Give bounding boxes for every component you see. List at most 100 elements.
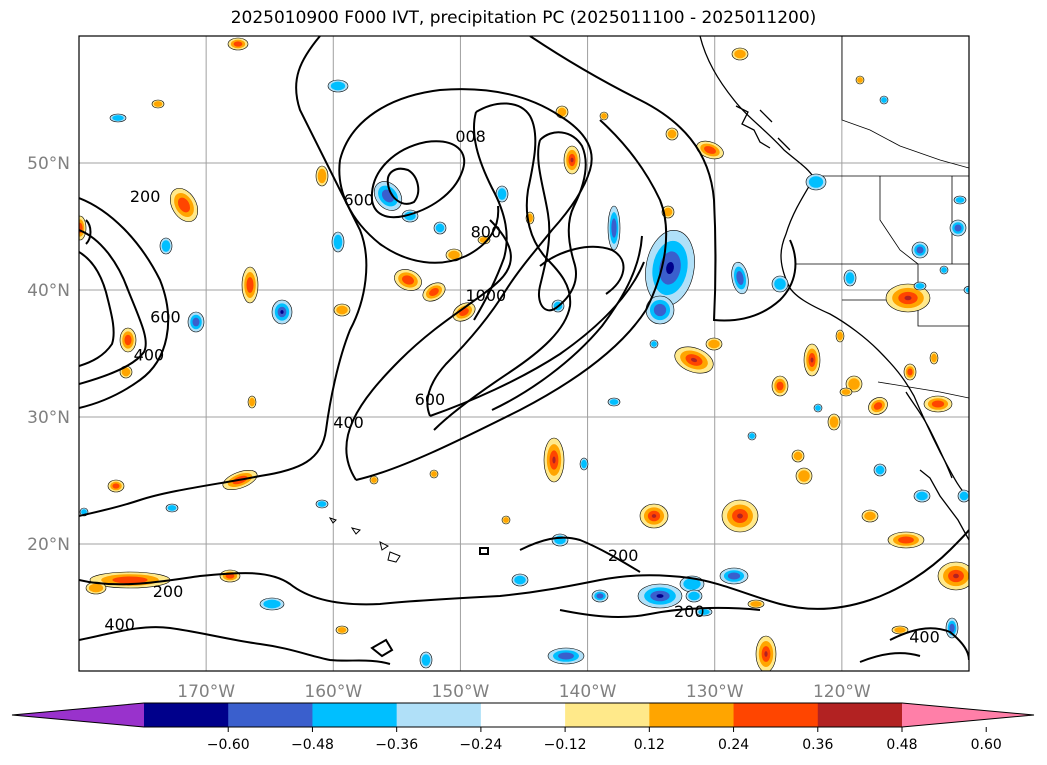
precip-positive-anomaly xyxy=(241,266,259,304)
precip-negative-anomaly xyxy=(495,185,509,203)
precip-positive-anomaly xyxy=(219,569,241,583)
colorbar-tick-label: 0.48 xyxy=(886,737,917,753)
colorbar-outline xyxy=(11,702,1035,728)
colorbar-segment xyxy=(480,703,566,727)
colorbar-segment xyxy=(312,703,398,727)
axis-tick-labels: 170°W 160°W 150°W 140°W 130°W 120°W 50°N 40°N 30… xyxy=(27,154,871,702)
colorbar-extend-min xyxy=(12,703,144,727)
colorbar-tick-label: −0.12 xyxy=(544,737,587,753)
precip-positive-anomaly xyxy=(169,187,199,223)
map-frame xyxy=(78,35,970,672)
precip-negative-anomaly xyxy=(953,195,967,205)
precip-positive-anomaly xyxy=(929,351,939,365)
country-borders xyxy=(796,36,969,399)
precip-negative-anomaly xyxy=(949,219,967,237)
lon-tick-label: 130°W xyxy=(686,682,744,702)
precip-positive-anomaly xyxy=(887,531,925,549)
precip-negative-anomaly xyxy=(637,583,683,609)
contour-label: 400 xyxy=(909,627,940,646)
lat-tick-label: 40°N xyxy=(27,281,70,301)
precip-positive-anomaly xyxy=(923,395,953,413)
precip-negative-anomaly xyxy=(327,79,349,93)
precip-positive-anomaly xyxy=(705,337,723,351)
ivt-contours xyxy=(79,36,969,665)
colorbar-extend-max xyxy=(902,703,1034,727)
precip-positive-anomaly xyxy=(795,467,813,485)
precip-negative-anomaly xyxy=(187,311,205,333)
lon-tick-label: 160°W xyxy=(304,682,362,702)
precip-negative-anomaly xyxy=(645,230,695,306)
precip-positive-anomaly xyxy=(791,449,805,463)
precip-positive-anomaly xyxy=(855,75,865,85)
precip-negative-anomaly xyxy=(805,173,827,191)
precip-negative-anomaly xyxy=(315,499,329,509)
precip-positive-anomaly xyxy=(839,387,853,397)
precip-positive-anomaly xyxy=(903,363,917,381)
precip-negative-anomaly xyxy=(165,503,179,513)
lon-tick-label: 140°W xyxy=(559,682,617,702)
precip-positive-anomaly xyxy=(227,37,249,51)
colorbar-segment xyxy=(396,703,482,727)
precip-positive-anomaly xyxy=(845,375,863,393)
contour-label: 400 xyxy=(333,413,364,432)
map-plot-area: 200 600 400 600 800 008 1000 400 600 200 200 400 200… xyxy=(79,36,969,671)
precip-negative-anomaly xyxy=(939,265,949,275)
precip-negative-anomaly xyxy=(913,489,931,503)
contour-label: 200 xyxy=(608,546,639,565)
colorbar: −0.60 −0.48 −0.36 −0.24 −0.12 0.12 0.24 0.36 0.4… xyxy=(11,702,1035,753)
precip-positive-anomaly xyxy=(696,140,724,160)
precip-positive-anomaly xyxy=(79,215,87,241)
precip-negative-anomaly xyxy=(813,403,823,413)
colorbar-segment xyxy=(144,703,229,727)
precip-negative-anomaly xyxy=(843,269,857,287)
contour-label: 600 xyxy=(150,307,181,326)
precip-negative-anomaly xyxy=(771,275,789,293)
precip-positive-anomaly xyxy=(369,475,379,485)
precip-positive-anomaly xyxy=(315,165,329,187)
precip-positive-anomaly xyxy=(747,599,765,609)
precip-negative-anomaly xyxy=(911,241,929,259)
colorbar-segment xyxy=(565,703,650,727)
colorbar-tick-label: −0.24 xyxy=(459,737,502,753)
lat-tick-label: 20°N xyxy=(27,535,70,555)
precip-positive-anomaly xyxy=(452,302,476,322)
precip-positive-anomaly xyxy=(868,397,888,415)
precip-positive-anomaly xyxy=(599,111,609,121)
precip-positive-anomaly xyxy=(247,395,257,409)
contour-label: 600 xyxy=(343,191,374,210)
contour-labels: 200 600 400 600 800 008 1000 400 600 200 200 400 200… xyxy=(104,127,939,646)
lat-tick-label: 30°N xyxy=(27,408,70,428)
precip-positive-anomaly xyxy=(755,635,777,671)
colorbar-tick-label: −0.60 xyxy=(207,737,250,753)
precip-positive-anomaly xyxy=(639,503,669,529)
lon-tick-label: 150°W xyxy=(432,682,490,702)
precip-positive-anomaly xyxy=(827,413,841,431)
precip-positive-anomaly xyxy=(394,269,422,291)
contour-label: 008 xyxy=(455,127,486,146)
precip-negative-anomaly xyxy=(109,113,127,123)
precip-negative-anomaly xyxy=(913,281,927,291)
precip-positive-anomaly xyxy=(151,99,165,109)
precip-negative-anomaly xyxy=(607,397,621,407)
precip-positive-anomaly xyxy=(835,329,845,343)
precip-negative-anomaly xyxy=(747,431,757,441)
precip-negative-anomaly xyxy=(873,463,887,477)
precip-negative-anomaly xyxy=(271,299,293,325)
precip-negative-anomaly xyxy=(719,567,749,585)
precip-positive-anomaly xyxy=(803,343,821,377)
colorbar-segment xyxy=(817,703,903,727)
precip-negative-anomaly xyxy=(433,221,447,235)
precipitation-pc-shading xyxy=(79,37,969,671)
precip-positive-anomaly xyxy=(891,625,909,635)
contour-label: 800 xyxy=(471,222,502,241)
precip-negative-anomaly xyxy=(649,339,659,349)
contour-label: 1000 xyxy=(465,286,506,305)
contour-label: 400 xyxy=(134,346,165,365)
precip-negative-anomaly xyxy=(879,95,889,105)
precip-negative-anomaly xyxy=(331,231,345,253)
contour-label: 200 xyxy=(674,602,705,621)
precip-positive-anomaly xyxy=(107,479,125,493)
hawaii-islands xyxy=(328,517,401,563)
precip-positive-anomaly xyxy=(422,282,446,302)
